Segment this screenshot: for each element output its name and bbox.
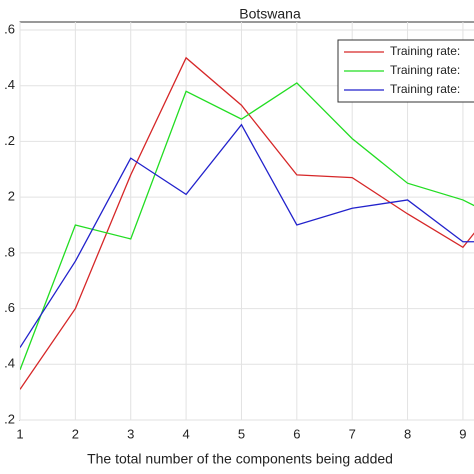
- x-axis-label: The total number of the components being…: [87, 451, 393, 467]
- y-tick-label: 2: [8, 189, 15, 204]
- x-tick-label: 6: [293, 426, 300, 441]
- y-tick-label: .2: [4, 133, 15, 148]
- x-tick-label: 4: [182, 426, 189, 441]
- y-tick-label: .2: [4, 411, 15, 426]
- x-tick-label: 8: [404, 426, 411, 441]
- y-tick-label: .4: [4, 356, 15, 371]
- y-tick-label: .6: [4, 21, 15, 36]
- y-tick-label: .4: [4, 77, 15, 92]
- y-tick-label: .8: [4, 244, 15, 259]
- chart: Botswana The total number of the compone…: [0, 0, 474, 474]
- x-tick-label: 9: [459, 426, 466, 441]
- x-tick-label: 3: [127, 426, 134, 441]
- x-tick-label: 5: [238, 426, 245, 441]
- legend-label: Training rate:: [390, 82, 460, 96]
- legend-label: Training rate:: [390, 44, 460, 58]
- chart-title: Botswana: [239, 6, 301, 22]
- x-tick-label: 7: [349, 426, 356, 441]
- y-tick-label: .6: [4, 300, 15, 315]
- x-tick-label: 1: [16, 426, 23, 441]
- x-tick-label: 2: [72, 426, 79, 441]
- legend-label: Training rate:: [390, 63, 460, 77]
